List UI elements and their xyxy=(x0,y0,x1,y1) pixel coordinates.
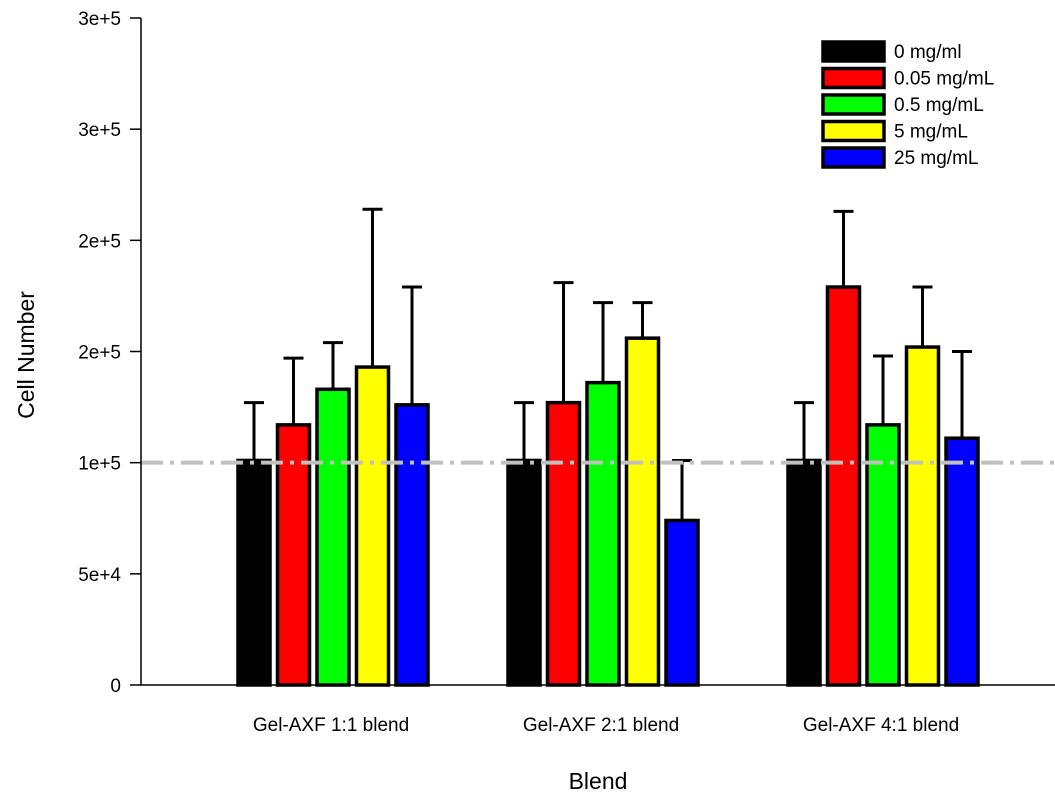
legend-label: 25 mg/mL xyxy=(894,148,978,169)
bar xyxy=(275,423,312,687)
legend-swatch xyxy=(821,93,886,116)
y-tick-label: 2e+5 xyxy=(78,343,121,364)
bar xyxy=(825,285,862,687)
axes-layer: 0 5e+4 1e+5 2e+5 2e+5 3e+5 3e+5 Gel-AXF 1:1 ble… xyxy=(78,9,1055,736)
legend-label: 0.5 mg/mL xyxy=(894,95,984,116)
bar xyxy=(664,518,700,687)
bar xyxy=(315,387,351,687)
legend-label: 0.05 mg/mL xyxy=(894,69,994,90)
y-tick-label: 1e+5 xyxy=(78,454,121,475)
bar xyxy=(545,400,582,687)
x-tick-label: Gel-AXF 2:1 blend xyxy=(523,715,679,736)
y-tick-label: 2e+5 xyxy=(78,231,121,252)
y-tick-label: 5e+4 xyxy=(78,565,121,586)
x-tick-label: Gel-AXF 1:1 blend xyxy=(253,715,409,736)
legend-swatch xyxy=(821,66,886,90)
bar xyxy=(354,365,391,687)
bar xyxy=(506,458,542,687)
legend-swatch xyxy=(821,119,886,143)
bar xyxy=(624,336,661,687)
legend-swatch xyxy=(821,40,886,63)
legend: 0 mg/ml 0.05 mg/mL 0.5 mg/mL 5 mg/mL 25 mg/m… xyxy=(821,40,994,169)
bar xyxy=(944,436,980,687)
x-tick-label: Gel-AXF 4:1 blend xyxy=(803,715,959,736)
x-axis-title: Blend xyxy=(569,768,628,794)
y-tick-label: 3e+5 xyxy=(78,120,121,141)
legend-label: 0 mg/ml xyxy=(894,42,962,63)
bar xyxy=(394,403,430,687)
bar xyxy=(786,458,822,687)
bar xyxy=(865,423,901,687)
bar xyxy=(904,345,941,687)
bar xyxy=(585,380,621,687)
legend-label: 5 mg/mL xyxy=(894,122,968,143)
y-tick-label: 3e+5 xyxy=(78,9,121,30)
legend-swatch xyxy=(821,146,886,169)
y-tick-label: 0 xyxy=(110,676,121,697)
bar xyxy=(236,458,272,687)
y-axis-title: Cell Number xyxy=(13,291,39,419)
bars-layer xyxy=(236,207,980,687)
